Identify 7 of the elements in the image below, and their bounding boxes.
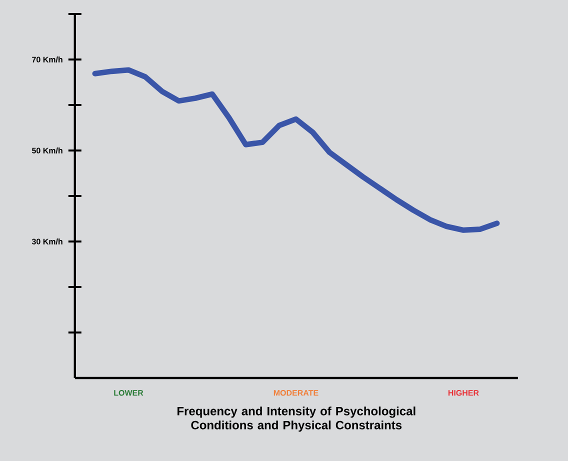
x-tick-label: LOWER [114, 390, 144, 396]
x-axis-title: Frequency and Intensity of Psychological Conditions and Physical Constraints [178, 406, 416, 432]
x-tick-label: MODERATE [274, 390, 318, 396]
x-tick-label: HIGHER [448, 390, 479, 396]
y-tick-label: 70 Km/h [32, 56, 62, 62]
y-tick-label: 30 Km/h [32, 238, 62, 244]
y-tick-label: 50 Km/h [32, 148, 62, 154]
